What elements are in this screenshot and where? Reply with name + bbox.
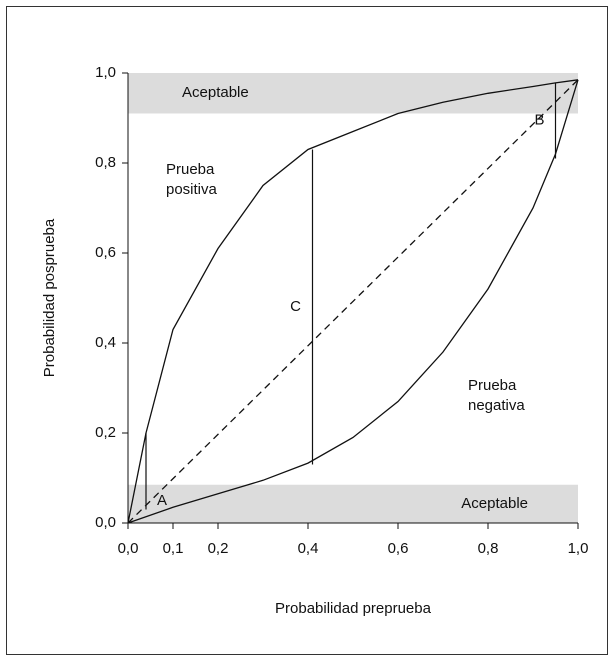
x-tick-label: 0,0 [118, 540, 139, 557]
segment-label: A [157, 492, 167, 509]
annotation: negativa [468, 397, 525, 414]
x-axis-label: Probabilidad preprueba [275, 600, 432, 617]
annotation: Prueba [468, 377, 517, 394]
frame [6, 6, 608, 655]
acceptable-band [128, 73, 578, 114]
x-tick-label: 1,0 [568, 540, 589, 557]
y-tick-label: 1,0 [95, 64, 116, 81]
segment-label: C [290, 298, 301, 315]
annotation: Prueba [166, 161, 215, 178]
y-tick-label: 0,6 [95, 244, 116, 261]
band-label: Aceptable [461, 495, 528, 512]
curve [127, 79, 579, 524]
curve [127, 79, 579, 524]
y-axis-label: Probabilidad posprueba [41, 218, 58, 377]
annotation: positiva [166, 181, 218, 198]
x-tick-label: 0,4 [298, 540, 319, 557]
y-tick-label: 0,4 [95, 334, 116, 351]
diagonal-line [127, 79, 579, 524]
y-tick-label: 0,2 [95, 424, 116, 441]
acceptable-band [128, 484, 578, 523]
x-tick-label: 0,1 [163, 540, 184, 557]
y-tick-label: 0,8 [95, 154, 116, 171]
segment-label: B [534, 112, 544, 129]
x-tick-label: 0,2 [208, 540, 229, 557]
x-tick-label: 0,6 [388, 540, 409, 557]
y-tick-label: 0,0 [95, 514, 116, 531]
x-tick-label: 0,8 [478, 540, 499, 557]
band-label: Aceptable [182, 84, 249, 101]
